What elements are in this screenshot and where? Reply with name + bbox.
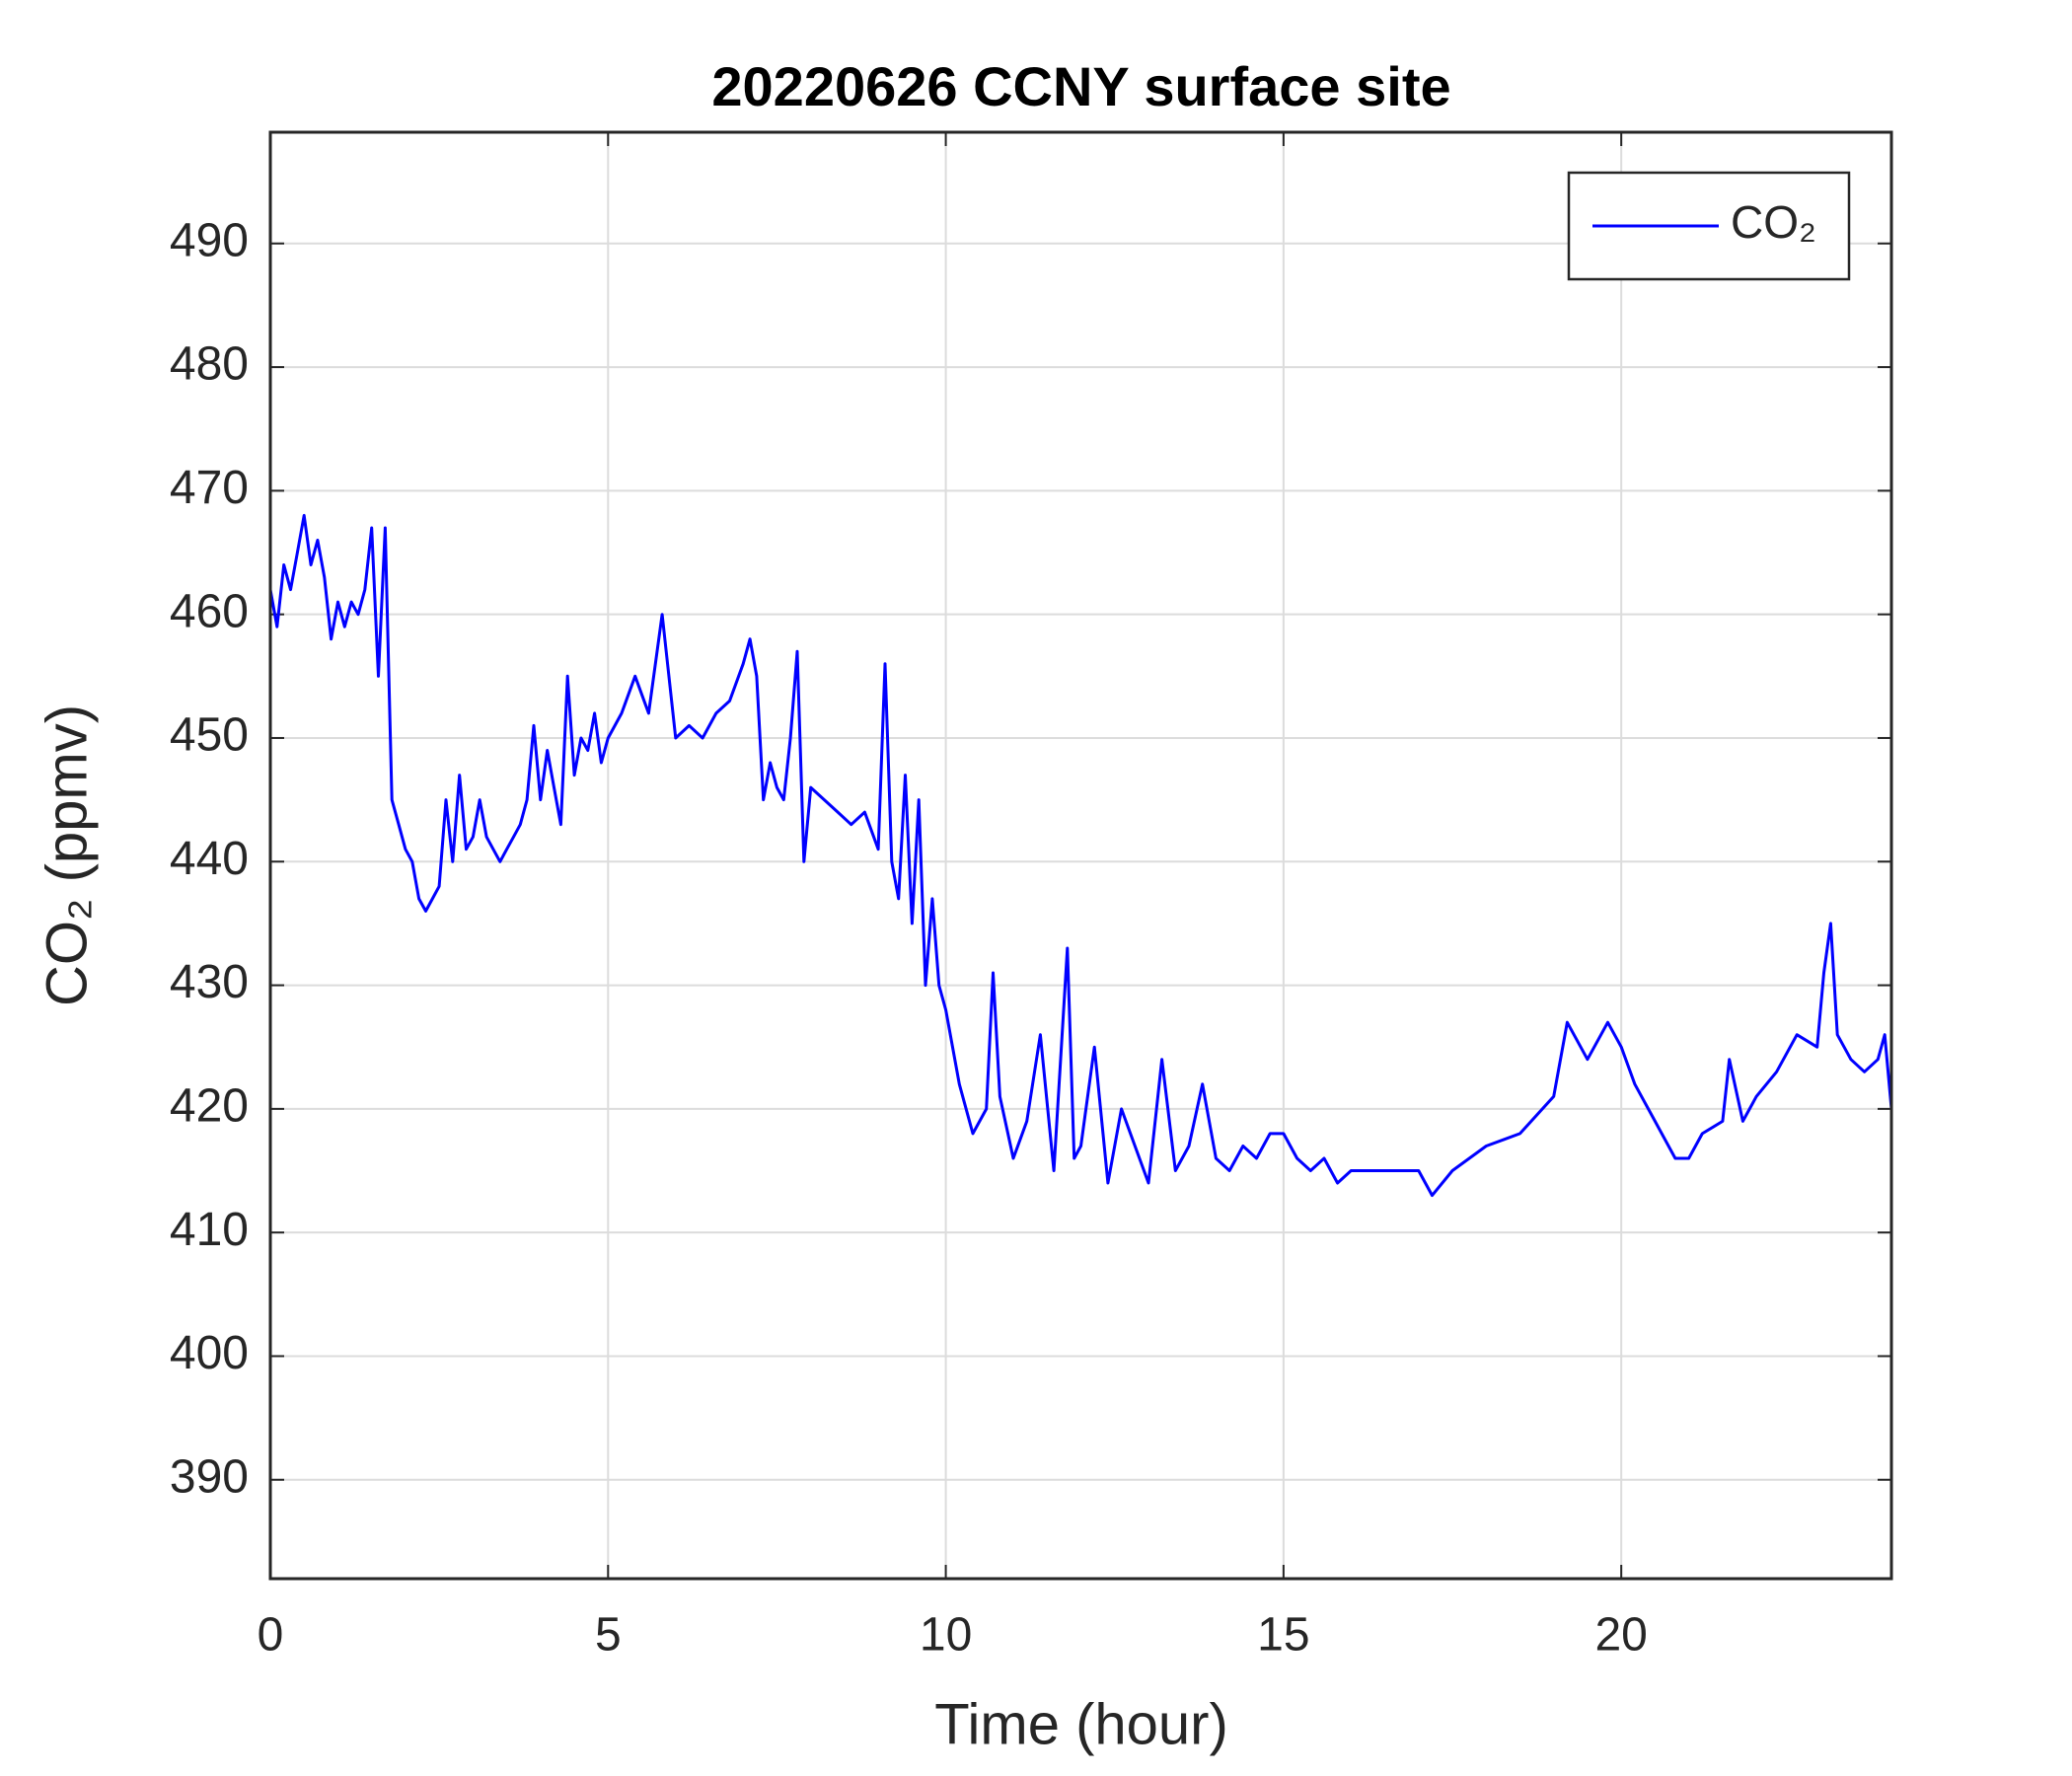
x-tick-label: 0 [258, 1609, 284, 1662]
chart-title: 20220626 CCNY surface site [711, 55, 1450, 117]
y-axis-label: CO₂ (ppmv) [35, 704, 99, 1006]
x-axis-label: Time (hour) [934, 1692, 1228, 1756]
x-tick-label: 20 [1594, 1609, 1647, 1662]
y-tick-label: 390 [170, 1450, 249, 1503]
y-tick-label: 460 [170, 585, 249, 637]
y-tick-label: 430 [170, 956, 249, 1008]
x-tick-label: 10 [920, 1609, 972, 1662]
y-tick-label: 470 [170, 462, 249, 514]
y-tick-label: 420 [170, 1080, 249, 1133]
x-tick-label: 15 [1257, 1609, 1309, 1662]
y-tick-label: 490 [170, 214, 249, 266]
plot-frame [268, 130, 1893, 1581]
data-line [268, 513, 1893, 1198]
y-tick-label: 440 [170, 833, 249, 885]
y-tick-label: 480 [170, 338, 249, 391]
x-tick-label: 5 [595, 1609, 622, 1662]
legend-label: CO₂ [1731, 196, 1816, 248]
y-tick-label: 450 [170, 709, 249, 762]
y-tick-label: 400 [170, 1327, 249, 1379]
y-tick-label: 410 [170, 1204, 249, 1256]
